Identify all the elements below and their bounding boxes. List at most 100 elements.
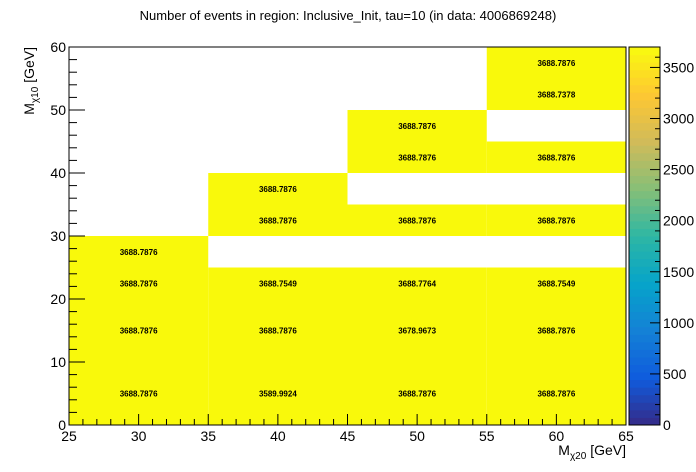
color-scale-band (629, 387, 660, 396)
heatmap-cell (69, 267, 209, 299)
cell-value-label: 3688.7876 (398, 216, 436, 225)
color-scale-band (629, 288, 660, 297)
heatmap-cell (69, 299, 209, 362)
cell-value-label: 3688.7876 (398, 390, 436, 399)
heatmap-cell (347, 110, 487, 142)
heatmap-cell (486, 204, 626, 236)
color-scale-band (629, 417, 660, 426)
cell-value-label: 3688.7876 (537, 327, 575, 336)
cell-value-label: 3688.7549 (537, 279, 575, 288)
color-scale-band (629, 273, 660, 282)
color-scale-band (629, 175, 660, 184)
color-scale-band (629, 326, 660, 335)
color-scale-band (629, 198, 660, 207)
z-tick-label: 3000 (663, 111, 694, 127)
y-tick-label: 30 (50, 228, 66, 244)
color-scale-band (629, 364, 660, 373)
z-tick-label: 500 (663, 366, 687, 382)
z-tick-label: 1500 (663, 264, 694, 280)
cell-value-label: 3678.9673 (398, 327, 436, 336)
color-scale-band (629, 183, 660, 192)
color-scale-band (629, 130, 660, 139)
heatmap-cell (208, 267, 348, 299)
heatmap-cell-labels: 3688.7876 3589.9924 3688.7876 3688.7876 3688… (120, 59, 576, 399)
color-scale-band (629, 190, 660, 199)
cell-value-label: 3688.7549 (259, 279, 297, 288)
x-axis-title: Mχ20 [GeV] (558, 442, 626, 462)
x-tick-label: 25 (61, 428, 77, 444)
x-tick-label: 40 (270, 428, 286, 444)
color-scale-band (629, 296, 660, 305)
color-scale-band (629, 213, 660, 222)
color-scale-band (629, 69, 660, 78)
x-tick-label: 65 (618, 428, 634, 444)
color-scale-band (629, 236, 660, 245)
color-scale-band (629, 341, 660, 350)
cell-value-label: 3688.7876 (120, 390, 158, 399)
heatmap-cell (486, 47, 626, 79)
heatmap-cell (208, 173, 348, 205)
color-scale-band (629, 77, 660, 86)
heatmap-cell (347, 141, 487, 173)
color-scale-band (629, 137, 660, 146)
color-scale-band (629, 372, 660, 381)
cell-value-label: 3688.7876 (120, 248, 158, 257)
color-scale-band (629, 54, 660, 63)
cell-value-label: 3589.9924 (259, 390, 297, 399)
heatmap-cell (486, 78, 626, 110)
color-scale-band (629, 92, 660, 101)
heatmap-cell (347, 204, 487, 236)
z-tick-label: 2500 (663, 162, 694, 178)
heatmap-cell (347, 267, 487, 299)
color-scale-band (629, 394, 660, 403)
color-scale-band (629, 356, 660, 366)
cell-value-label: 3688.7378 (537, 90, 575, 99)
color-scale-band (629, 304, 660, 313)
color-scale-band (629, 205, 660, 214)
color-scale-band (629, 228, 660, 237)
heatmap-cell (208, 204, 348, 236)
heatmap-cell (486, 267, 626, 299)
color-scale-band (629, 122, 660, 131)
cell-value-label: 3688.7876 (259, 216, 297, 225)
color-scale-band (629, 99, 660, 108)
heatmap-cells (69, 47, 626, 425)
x-tick-label: 45 (340, 428, 356, 444)
cell-value-label: 3688.7876 (120, 327, 158, 336)
y-axis-title: Mχ10 [GeV] (21, 47, 41, 115)
cell-value-label: 3688.7876 (259, 327, 297, 336)
y-tick-label: 40 (50, 165, 66, 181)
cell-value-label: 3688.7876 (537, 59, 575, 68)
color-scale-band (629, 311, 660, 320)
cell-value-label: 3688.7876 (537, 153, 575, 162)
z-tick-label: 3500 (663, 59, 694, 75)
color-scale-band (629, 167, 660, 177)
cell-value-label: 3688.7876 (120, 279, 158, 288)
cell-value-label: 3688.7876 (537, 390, 575, 399)
color-scale-band (629, 243, 660, 252)
heatmap-cell (69, 236, 209, 268)
chart-title: Number of events in region: Inclusive_In… (140, 8, 557, 23)
y-tick-label: 60 (50, 39, 66, 55)
x-tick-label: 35 (200, 428, 216, 444)
color-scale-band (629, 258, 660, 267)
cell-value-label: 3688.7876 (398, 122, 436, 131)
color-scale-band (629, 62, 660, 71)
color-scale-band (629, 251, 660, 260)
y-tick-label: 50 (50, 102, 66, 118)
x-tick-label: 55 (479, 428, 495, 444)
cell-value-label: 3688.7876 (259, 185, 297, 194)
color-scale-band (629, 220, 660, 229)
color-scale-band (629, 319, 660, 328)
color-scale-band (629, 160, 660, 169)
x-tick-label: 30 (131, 428, 147, 444)
color-scale-band (629, 145, 660, 154)
x-tick-label: 60 (549, 428, 565, 444)
cell-value-label: 3688.7876 (537, 216, 575, 225)
color-scale-band (629, 47, 660, 56)
color-scale-band (629, 281, 660, 290)
color-scale: 0 500 1000 1500 2000 2500 3000 3500 (628, 46, 694, 433)
color-scale-band (629, 84, 660, 93)
heatmap-cell (486, 141, 626, 173)
